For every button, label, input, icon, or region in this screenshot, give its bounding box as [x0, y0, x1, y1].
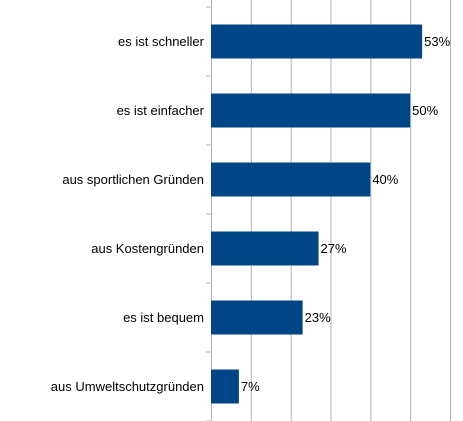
- y-tick-label: es ist bequem: [123, 310, 204, 325]
- y-tick-label: es ist schneller: [118, 34, 205, 49]
- bar: [211, 24, 423, 59]
- y-tick-label: aus Umweltschutzgründen: [51, 379, 204, 394]
- bar: [211, 231, 319, 266]
- bar: [211, 369, 239, 404]
- bar: [211, 300, 303, 335]
- data-label: 53%: [424, 34, 450, 49]
- data-label: 50%: [412, 103, 438, 118]
- y-tick-label: es ist einfacher: [117, 103, 205, 118]
- bar: [211, 93, 411, 128]
- data-label: 7%: [241, 379, 260, 394]
- data-label: 40%: [372, 172, 398, 187]
- y-tick-label: aus sportlichen Gründen: [62, 172, 204, 187]
- data-label: 27%: [321, 241, 347, 256]
- y-tick-label: aus Kostengründen: [91, 241, 204, 256]
- bar: [211, 162, 371, 197]
- data-label: 23%: [305, 310, 331, 325]
